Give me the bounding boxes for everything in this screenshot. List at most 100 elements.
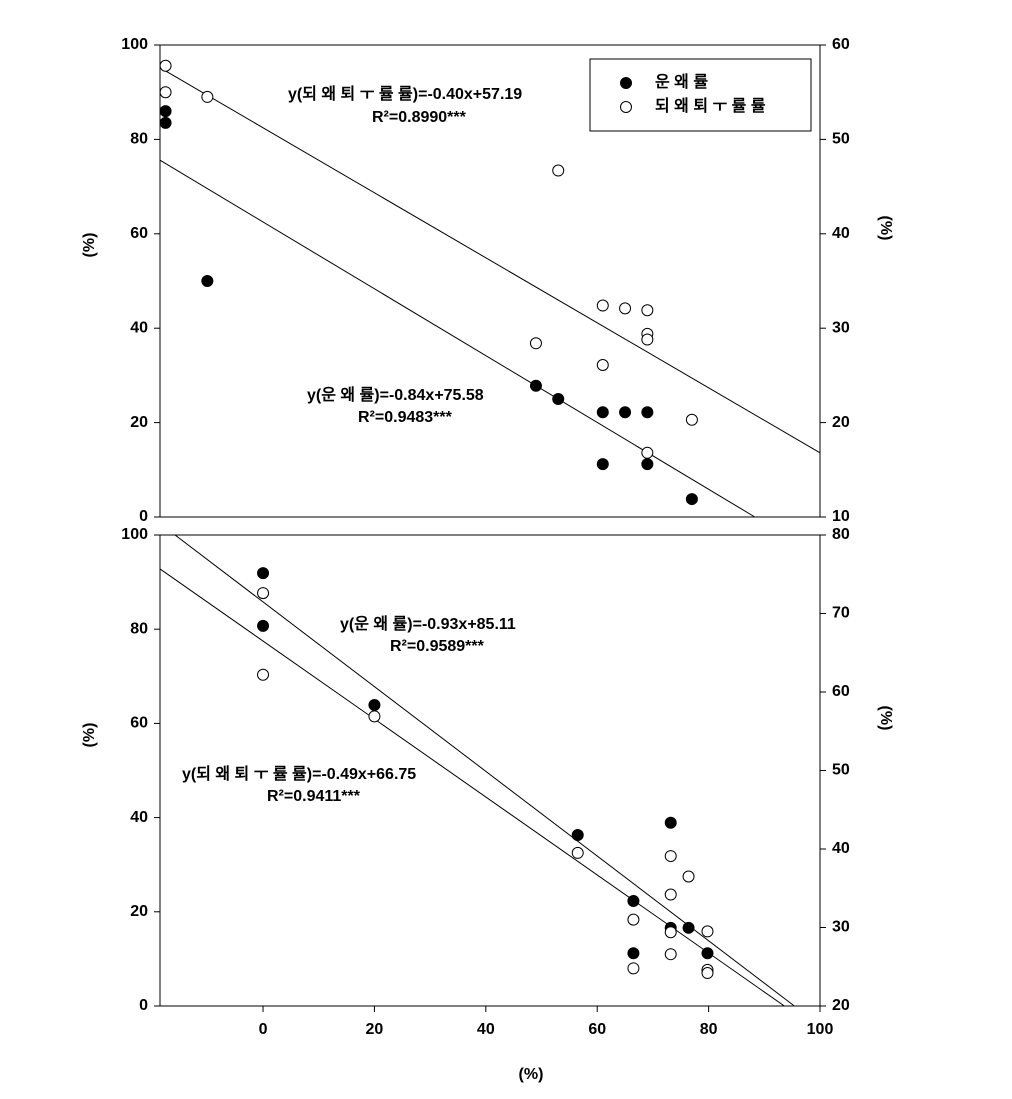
- data-point: [368, 710, 381, 723]
- legend-label: 운 왜 률: [655, 73, 708, 91]
- legend-label: 되 왜 퇴 ㅜ 률 률: [655, 97, 766, 115]
- equation: R²=0.9411***: [267, 788, 361, 805]
- data-point: [368, 699, 381, 712]
- data-point: [596, 359, 609, 372]
- data-point: [627, 894, 640, 907]
- equation: y(운 왜 률)=-0.84x+75.58: [307, 386, 484, 404]
- data-point: [257, 567, 270, 580]
- data-point: [596, 299, 609, 312]
- data-point: [682, 921, 695, 934]
- y-tick-label: 80: [130, 620, 148, 637]
- data-point: [201, 90, 214, 103]
- equation: y(되 왜 퇴 ㅜ 률 률)=-0.49x+66.75: [182, 765, 416, 783]
- y-axis-title: (%): [81, 723, 98, 748]
- data-point: [619, 302, 632, 315]
- data-point: [627, 962, 640, 975]
- y2-tick-label: 70: [832, 605, 850, 622]
- equation: R²=0.8990***: [372, 109, 467, 126]
- y2-tick-label: 20: [832, 414, 850, 431]
- data-point: [682, 870, 695, 883]
- y-tick-label: 0: [139, 997, 148, 1014]
- data-point: [701, 925, 714, 938]
- data-point: [596, 458, 609, 471]
- data-point: [596, 406, 609, 419]
- y2-tick-label: 40: [832, 840, 850, 857]
- data-point: [552, 164, 565, 177]
- y2-tick-label: 10: [832, 508, 850, 525]
- data-point: [664, 888, 677, 901]
- data-point: [627, 947, 640, 960]
- fit-line: [159, 568, 785, 1007]
- data-point: [685, 413, 698, 426]
- x-tick-label: 60: [588, 1021, 606, 1038]
- y-tick-label: 100: [121, 36, 148, 53]
- data-point: [641, 446, 654, 459]
- x-tick-label: 80: [700, 1021, 718, 1038]
- y-tick-label: 20: [130, 903, 148, 920]
- equation: y(운 왜 률)=-0.93x+85.11: [340, 615, 516, 633]
- y2-tick-label: 20: [832, 997, 850, 1014]
- data-point: [201, 275, 214, 287]
- data-point: [257, 668, 270, 681]
- data-point: [664, 850, 677, 863]
- data-point: [571, 829, 584, 842]
- y2-tick-label: 60: [832, 36, 850, 53]
- equation: y(되 왜 퇴 ㅜ 률 률)=-0.40x+57.19: [288, 85, 522, 103]
- y-tick-label: 0: [139, 508, 148, 525]
- data-point: [641, 458, 654, 471]
- data-point: [159, 86, 172, 99]
- data-point: [571, 846, 584, 859]
- x-axis-title: (%): [519, 1066, 544, 1083]
- data-point: [257, 587, 270, 600]
- legend-marker: [620, 101, 632, 113]
- y2-tick-label: 40: [832, 225, 850, 242]
- legend-marker: [620, 77, 632, 89]
- equation: R²=0.9483***: [358, 409, 453, 426]
- fit-line: [159, 67, 821, 454]
- x-tick-label: 20: [366, 1021, 384, 1038]
- data-point: [529, 379, 542, 392]
- data-point: [552, 393, 565, 405]
- data-point: [641, 333, 654, 346]
- fit-line: [159, 159, 756, 518]
- x-tick-label: 100: [807, 1021, 834, 1038]
- x-tick-label: 40: [477, 1021, 495, 1038]
- y-tick-label: 40: [130, 319, 148, 336]
- data-point: [159, 59, 172, 72]
- y2-tick-label: 80: [832, 526, 850, 543]
- data-point: [159, 116, 172, 129]
- y-tick-label: 20: [130, 414, 148, 431]
- y2-tick-label: 60: [832, 683, 850, 700]
- y2-axis-title: (%): [877, 216, 894, 241]
- y-axis-title: (%): [81, 233, 98, 258]
- y2-axis-title: (%): [877, 706, 894, 731]
- x-tick-label: 0: [259, 1021, 268, 1038]
- data-point: [664, 926, 677, 939]
- data-point: [619, 406, 632, 419]
- y2-tick-label: 50: [832, 762, 850, 779]
- data-point: [627, 913, 640, 926]
- plot-frame: [159, 44, 821, 518]
- y2-tick-label: 50: [832, 131, 850, 148]
- y2-tick-label: 30: [832, 319, 850, 336]
- y-tick-label: 60: [130, 225, 148, 242]
- y-tick-label: 80: [130, 131, 148, 148]
- data-point: [641, 304, 654, 317]
- y2-tick-label: 30: [832, 919, 850, 936]
- data-point: [664, 816, 677, 829]
- data-point: [664, 948, 677, 961]
- y-tick-label: 100: [121, 526, 148, 543]
- y-tick-label: 40: [130, 809, 148, 826]
- y-tick-label: 60: [130, 715, 148, 732]
- legend-box: [589, 58, 812, 132]
- data-point: [701, 947, 714, 960]
- data-point: [529, 337, 542, 350]
- data-point: [257, 619, 270, 632]
- data-point: [701, 967, 714, 980]
- data-point: [685, 493, 698, 506]
- equation: R²=0.9589***: [390, 638, 485, 655]
- data-point: [641, 406, 654, 419]
- data-point: [159, 105, 172, 118]
